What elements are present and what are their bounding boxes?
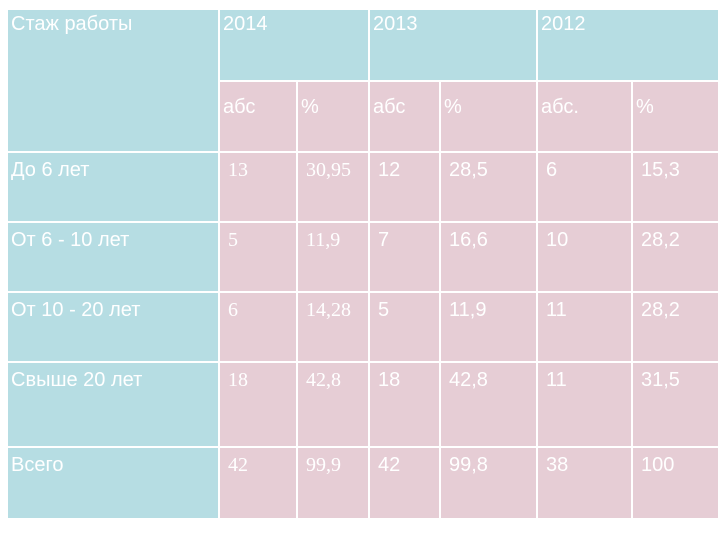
subheader: %: [633, 82, 718, 151]
table-cell: 16,6: [441, 223, 536, 291]
subheader: абс.: [538, 82, 631, 151]
experience-table: Стаж работы 2014 2013 2012 абс% абс% абс.% До 6…: [8, 10, 720, 520]
subheader: абс: [370, 82, 439, 151]
table-cell: 11,9: [441, 293, 536, 361]
year-header-2013: 2013: [370, 10, 536, 80]
table-cell: 10: [538, 223, 631, 291]
row-label: Всего: [8, 448, 218, 518]
table-cell: 5: [370, 293, 439, 361]
table-cell: 30,95: [298, 153, 368, 221]
table-cell: 28,5: [441, 153, 536, 221]
table-cell: 6: [538, 153, 631, 221]
row-label: От 10 - 20 лет: [8, 293, 218, 361]
table-cell: 5: [220, 223, 296, 291]
corner-label: Стаж работы: [8, 10, 218, 151]
year-header-2012: 2012: [538, 10, 718, 80]
table-cell: 31,5: [633, 363, 718, 446]
table-cell: 38: [538, 448, 631, 518]
table-cell: 15,3: [633, 153, 718, 221]
table-cell: 18: [220, 363, 296, 446]
table-cell: 42,8: [441, 363, 536, 446]
table-cell: 42,8: [298, 363, 368, 446]
table-cell: 42: [220, 448, 296, 518]
table-cell: 28,2: [633, 223, 718, 291]
table-cell: 100: [633, 448, 718, 518]
table-cell: 11: [538, 293, 631, 361]
table-cell: 6: [220, 293, 296, 361]
year-header-2014: 2014: [220, 10, 368, 80]
table-cell: 13: [220, 153, 296, 221]
table-cell: 99,9: [298, 448, 368, 518]
table-cell: 12: [370, 153, 439, 221]
row-label: До 6 лет: [8, 153, 218, 221]
table-cell: 42: [370, 448, 439, 518]
subheader: абс: [220, 82, 296, 151]
row-label: От 6 - 10 лет: [8, 223, 218, 291]
subheader: %: [298, 82, 368, 151]
subheader: %: [441, 82, 536, 151]
table-cell: 99,8: [441, 448, 536, 518]
row-label: Свыше 20 лет: [8, 363, 218, 446]
table-cell: 28,2: [633, 293, 718, 361]
table-cell: 7: [370, 223, 439, 291]
table-cell: 11,9: [298, 223, 368, 291]
table-cell: 11: [538, 363, 631, 446]
table-cell: 14,28: [298, 293, 368, 361]
table-cell: 18: [370, 363, 439, 446]
